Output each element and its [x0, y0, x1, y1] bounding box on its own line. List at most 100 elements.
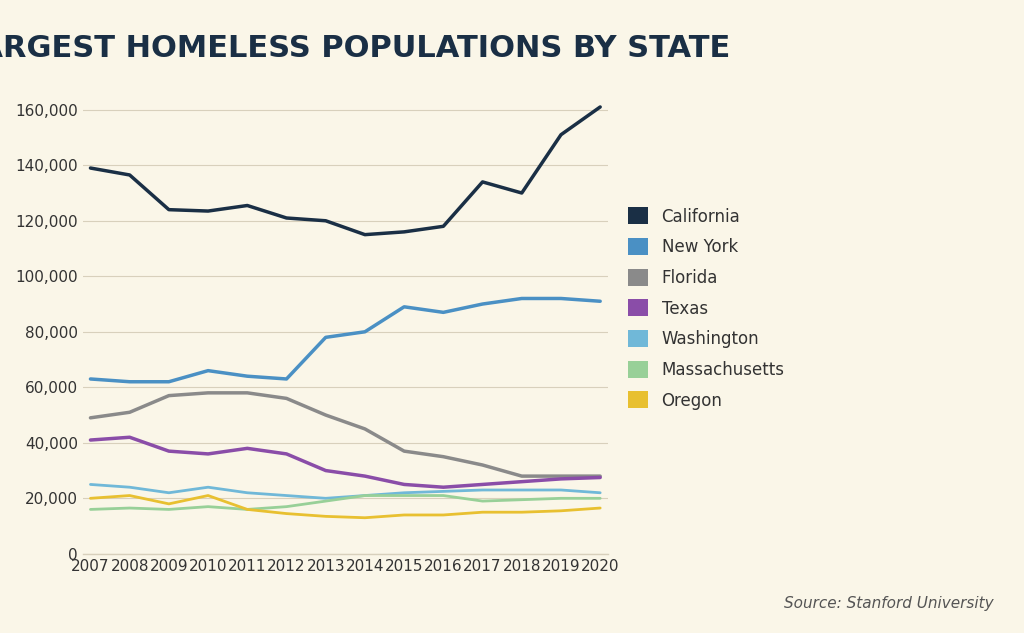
- Texas: [241, 444, 253, 452]
- California: [163, 206, 175, 213]
- Florida: [594, 472, 606, 480]
- Florida: [437, 453, 450, 460]
- New York: [358, 328, 371, 335]
- Texas: [319, 467, 332, 474]
- Line: Washington: Washington: [90, 484, 600, 498]
- Florida: [281, 394, 293, 402]
- Oregon: [555, 507, 567, 515]
- New York: [124, 378, 136, 385]
- Oregon: [594, 505, 606, 512]
- New York: [241, 372, 253, 380]
- Line: California: California: [90, 107, 600, 235]
- Texas: [358, 472, 371, 480]
- Texas: [516, 478, 528, 486]
- Oregon: [319, 513, 332, 520]
- Washington: [437, 487, 450, 495]
- Texas: [124, 434, 136, 441]
- Text: Source: Stanford University: Source: Stanford University: [783, 596, 993, 611]
- Texas: [281, 450, 293, 458]
- Washington: [398, 489, 411, 496]
- Washington: [281, 492, 293, 499]
- Florida: [163, 392, 175, 399]
- New York: [398, 303, 411, 311]
- California: [241, 202, 253, 210]
- Florida: [84, 414, 96, 422]
- Florida: [398, 448, 411, 455]
- Massachusetts: [281, 503, 293, 510]
- Florida: [241, 389, 253, 397]
- California: [437, 223, 450, 230]
- Massachusetts: [319, 498, 332, 505]
- Oregon: [358, 514, 371, 522]
- Oregon: [476, 508, 488, 516]
- New York: [281, 375, 293, 383]
- Oregon: [163, 500, 175, 508]
- Massachusetts: [241, 506, 253, 513]
- New York: [163, 378, 175, 385]
- Florida: [516, 472, 528, 480]
- Massachusetts: [84, 506, 96, 513]
- New York: [84, 375, 96, 383]
- Massachusetts: [437, 492, 450, 499]
- Washington: [476, 486, 488, 494]
- Massachusetts: [398, 492, 411, 499]
- Massachusetts: [163, 506, 175, 513]
- California: [319, 217, 332, 225]
- Line: Florida: Florida: [90, 393, 600, 476]
- Washington: [358, 492, 371, 499]
- California: [594, 103, 606, 111]
- Massachusetts: [594, 494, 606, 502]
- Texas: [437, 484, 450, 491]
- Massachusetts: [476, 498, 488, 505]
- Texas: [84, 436, 96, 444]
- New York: [594, 298, 606, 305]
- Florida: [202, 389, 214, 397]
- Florida: [124, 408, 136, 416]
- New York: [516, 295, 528, 303]
- Legend: California, New York, Florida, Texas, Washington, Massachusetts, Oregon: California, New York, Florida, Texas, Wa…: [622, 201, 792, 417]
- Florida: [319, 411, 332, 419]
- New York: [555, 295, 567, 303]
- Line: Massachusetts: Massachusetts: [90, 496, 600, 510]
- Oregon: [398, 511, 411, 519]
- California: [202, 207, 214, 215]
- Oregon: [202, 492, 214, 499]
- California: [281, 214, 293, 222]
- California: [555, 131, 567, 139]
- Washington: [516, 486, 528, 494]
- Oregon: [281, 510, 293, 517]
- Florida: [555, 472, 567, 480]
- Texas: [163, 448, 175, 455]
- California: [516, 189, 528, 197]
- Oregon: [516, 508, 528, 516]
- Massachusetts: [124, 505, 136, 512]
- California: [124, 171, 136, 179]
- Line: Texas: Texas: [90, 437, 600, 487]
- Texas: [202, 450, 214, 458]
- Oregon: [84, 494, 96, 502]
- Florida: [358, 425, 371, 433]
- New York: [319, 334, 332, 341]
- Line: New York: New York: [90, 299, 600, 382]
- Texas: [476, 480, 488, 488]
- Oregon: [124, 492, 136, 499]
- New York: [476, 300, 488, 308]
- New York: [202, 367, 214, 375]
- Washington: [84, 480, 96, 488]
- Oregon: [241, 506, 253, 513]
- Florida: [476, 461, 488, 469]
- Massachusetts: [516, 496, 528, 503]
- California: [358, 231, 371, 239]
- Washington: [241, 489, 253, 496]
- Massachusetts: [358, 492, 371, 499]
- Massachusetts: [202, 503, 214, 510]
- Washington: [163, 489, 175, 496]
- California: [84, 164, 96, 172]
- Texas: [594, 473, 606, 481]
- Line: Oregon: Oregon: [90, 496, 600, 518]
- California: [476, 178, 488, 185]
- Washington: [202, 484, 214, 491]
- Washington: [124, 484, 136, 491]
- Washington: [555, 486, 567, 494]
- Washington: [594, 489, 606, 496]
